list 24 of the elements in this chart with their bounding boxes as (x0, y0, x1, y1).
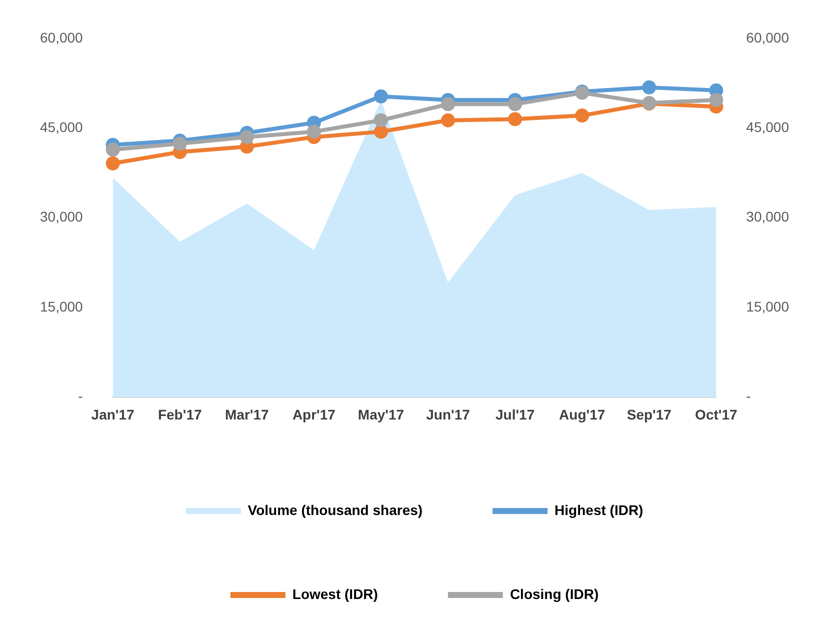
x-tick-label: Apr'17 (292, 406, 336, 422)
y2-tick-label: 15,000 (746, 298, 790, 314)
y2-tick-label: 60,000 (746, 29, 790, 46)
y2-tick-label: - (746, 388, 752, 404)
y2-tick-label: 30,000 (746, 208, 790, 225)
x-tick-label: May'17 (358, 406, 404, 422)
x-tick-label: Aug'17 (559, 406, 606, 422)
legend-label: Closing (IDR) (510, 586, 599, 602)
x-tick-label: Jan'17 (91, 406, 135, 422)
legend-label: Highest (IDR) (554, 502, 644, 518)
legend-label: Lowest (IDR) (292, 586, 378, 602)
x-tick-label: Oct'17 (695, 406, 738, 422)
x-tick-label: Jul'17 (495, 406, 535, 422)
x-tick-label: Sep'17 (626, 406, 672, 422)
y-tick-label: 30,000 (40, 208, 84, 225)
y-tick-label: 60,000 (40, 29, 84, 46)
y-tick-label: - (78, 388, 84, 404)
y-tick-label: 45,000 (40, 118, 84, 135)
legend-label: Volume (thousand shares) (248, 502, 423, 518)
x-tick-label: Jun'17 (426, 406, 470, 422)
x-tick-label: Feb'17 (158, 406, 202, 422)
y2-tick-label: 45,000 (746, 118, 790, 135)
x-tick-label: Mar'17 (224, 406, 270, 422)
y-tick-label: 15,000 (40, 298, 84, 314)
